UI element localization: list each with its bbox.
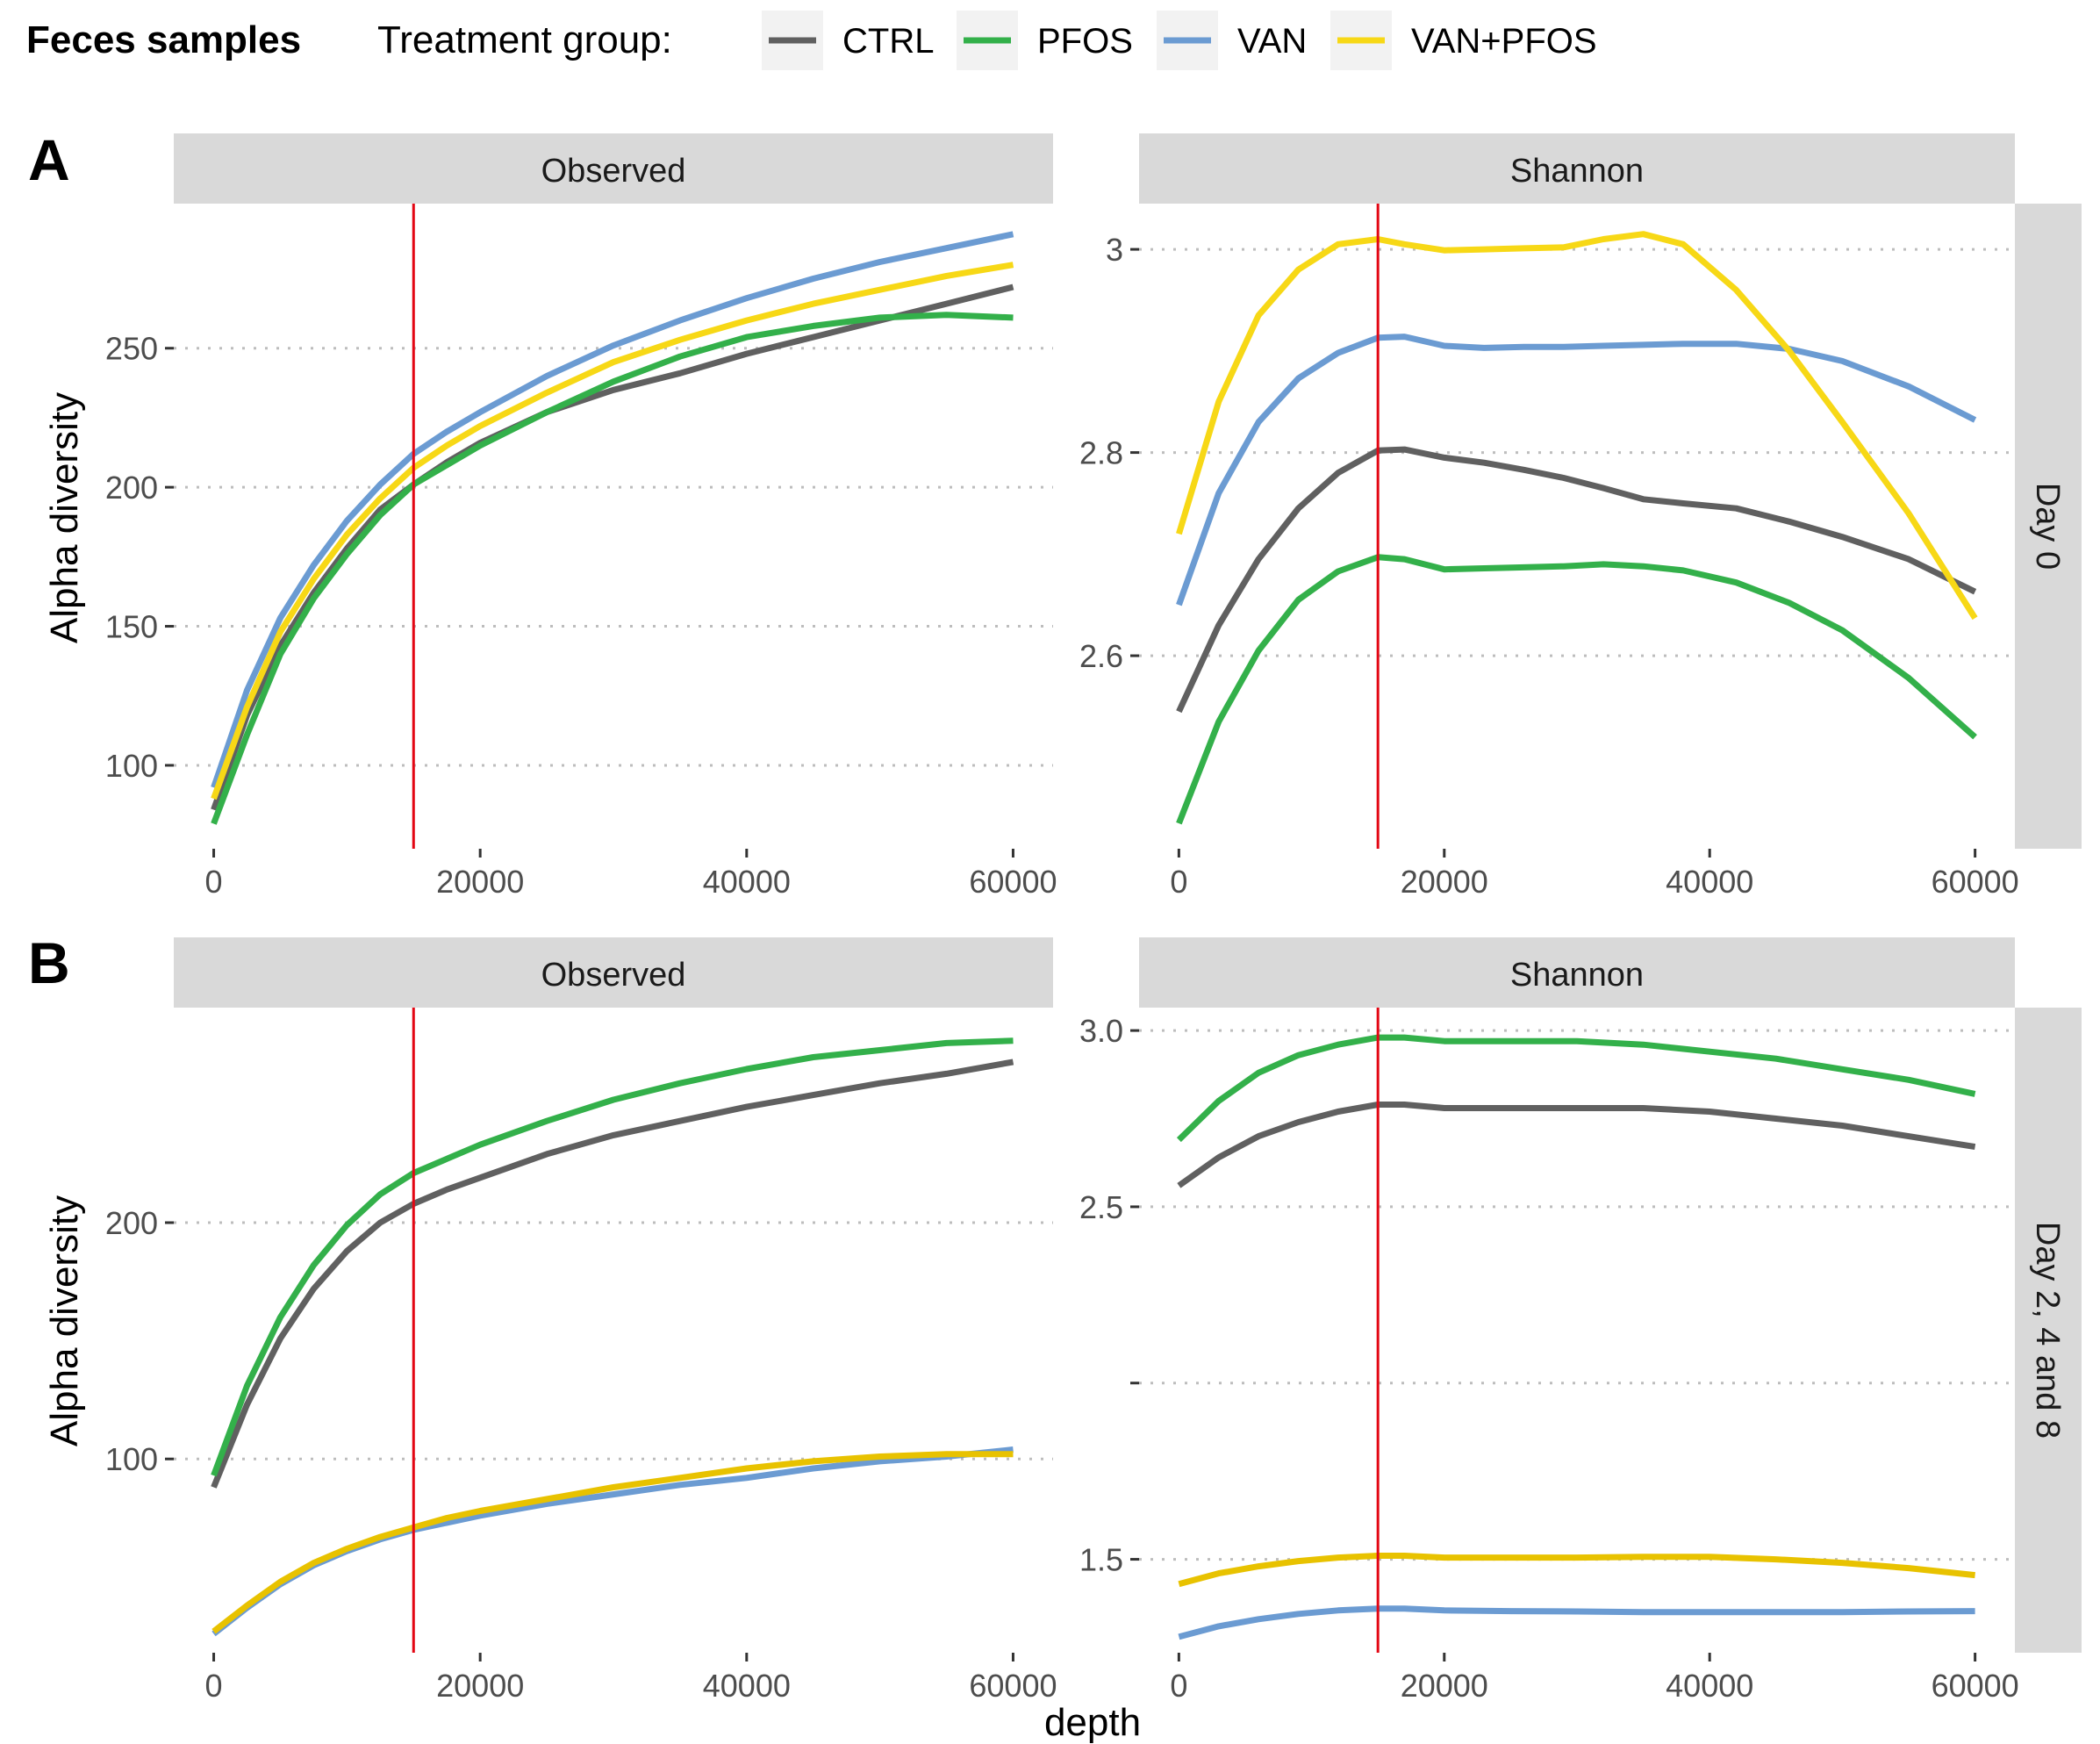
- legend-item-label: VAN+PFOS: [1411, 22, 1597, 61]
- panel-b-shannon: Shannon Day 2, 4 and 8 1.5 2.5 3.0 0 20000 4000…: [1079, 937, 2082, 1704]
- facet-strip: [1139, 133, 2015, 204]
- x-tick-label: 0: [205, 1668, 223, 1704]
- series-line-ctrl: [1176, 446, 1977, 714]
- series-line-ctrl: [211, 1059, 1014, 1489]
- panel-b-observed: Observed 100 200 0 20000 40000 60000: [105, 937, 1057, 1704]
- x-tick-label: 20000: [436, 864, 524, 900]
- legend-item-label: VAN: [1237, 22, 1307, 61]
- x-tick-label: 20000: [1401, 864, 1488, 900]
- legend-title: Treatment group:: [377, 18, 672, 61]
- series-line-van-pfos: [211, 262, 1014, 800]
- x-tick-label: 0: [1170, 1668, 1187, 1704]
- x-tick-label: 20000: [436, 1668, 524, 1704]
- row-strip: [2015, 204, 2082, 849]
- x-tick-label: 60000: [1932, 1668, 2019, 1704]
- y-axis-label-row-a: Alpha diversity: [43, 392, 86, 643]
- facet-strip: [174, 937, 1053, 1008]
- x-axis-label: depth: [1044, 1701, 1141, 1744]
- y-tick-label: 200: [105, 470, 158, 506]
- legend-items: CTRL PFOS VAN VAN+PFOS: [762, 11, 1597, 70]
- y-tick-label: 3: [1106, 232, 1123, 268]
- panel-row-label-b: B: [28, 930, 70, 995]
- series-line-van: [211, 231, 1014, 789]
- y-tick-label: 2.6: [1079, 638, 1123, 674]
- series-line-van-pfos: [1176, 231, 1978, 621]
- facet-strip-label: Observed: [541, 153, 686, 190]
- x-tick-label: 0: [1170, 864, 1187, 900]
- row-strip-label: Day 2, 4 and 8: [2029, 1222, 2066, 1439]
- series-line-pfos: [1176, 1034, 1976, 1143]
- x-tick-label: 20000: [1401, 1668, 1488, 1704]
- x-tick-label: 40000: [703, 1668, 791, 1704]
- legend-item-ctrl: CTRL: [762, 11, 934, 70]
- y-tick-label: 250: [105, 331, 158, 367]
- series-line-van: [1178, 1605, 1975, 1640]
- series-line-van-pfos: [211, 1451, 1014, 1634]
- facet-strip-label: Shannon: [1510, 957, 1644, 994]
- legend-item-label: PFOS: [1037, 22, 1133, 61]
- legend-item-van-pfos: VAN+PFOS: [1330, 11, 1597, 70]
- row-strip: [2015, 1008, 2082, 1653]
- x-tick-label: 40000: [703, 864, 791, 900]
- y-tick-label: 200: [105, 1205, 158, 1241]
- facet-strip: [1139, 937, 2015, 1008]
- y-axis-label-row-b: Alpha diversity: [43, 1195, 86, 1446]
- facet-strip-label: Shannon: [1510, 153, 1644, 190]
- panel-a-shannon: Shannon Day 0 2.6 2.8 3 0 20000 40000 60000: [1079, 133, 2082, 900]
- series-line-pfos: [211, 312, 1014, 825]
- series-line-pfos: [1176, 554, 1977, 825]
- y-tick-label: 3.0: [1079, 1013, 1123, 1049]
- y-tick-label: 150: [105, 609, 158, 645]
- panel-a-observed: Observed 100 150 200 250 0 20000 40000 60000: [105, 133, 1057, 900]
- x-tick-label: 0: [205, 864, 223, 900]
- y-tick-label: 2.8: [1079, 435, 1123, 471]
- y-tick-label: 2.5: [1079, 1189, 1123, 1225]
- legend-item-van: VAN: [1157, 11, 1307, 70]
- series-line-pfos: [211, 1037, 1014, 1477]
- legend-heading: Feces samples: [26, 18, 301, 61]
- y-tick-label: 100: [105, 1441, 158, 1477]
- x-tick-label: 40000: [1666, 1668, 1753, 1704]
- x-tick-label: 60000: [969, 1668, 1057, 1704]
- facet-strip: [174, 133, 1053, 204]
- row-strip-label: Day 0: [2029, 483, 2066, 570]
- legend-item-pfos: PFOS: [957, 11, 1133, 70]
- x-tick-label: 60000: [969, 864, 1057, 900]
- series-line-van-pfos: [1178, 1553, 1975, 1588]
- legend-item-label: CTRL: [842, 22, 934, 61]
- panel-row-label-a: A: [28, 127, 70, 192]
- y-tick-label: 100: [105, 748, 158, 784]
- facet-strip-label: Observed: [541, 957, 686, 994]
- x-tick-label: 40000: [1666, 864, 1753, 900]
- legend: Feces samples Treatment group: CTRL PFOS V…: [26, 11, 1597, 70]
- y-tick-label: 1.5: [1079, 1542, 1123, 1578]
- series-line-ctrl: [1177, 1102, 1976, 1188]
- x-tick-label: 60000: [1932, 864, 2019, 900]
